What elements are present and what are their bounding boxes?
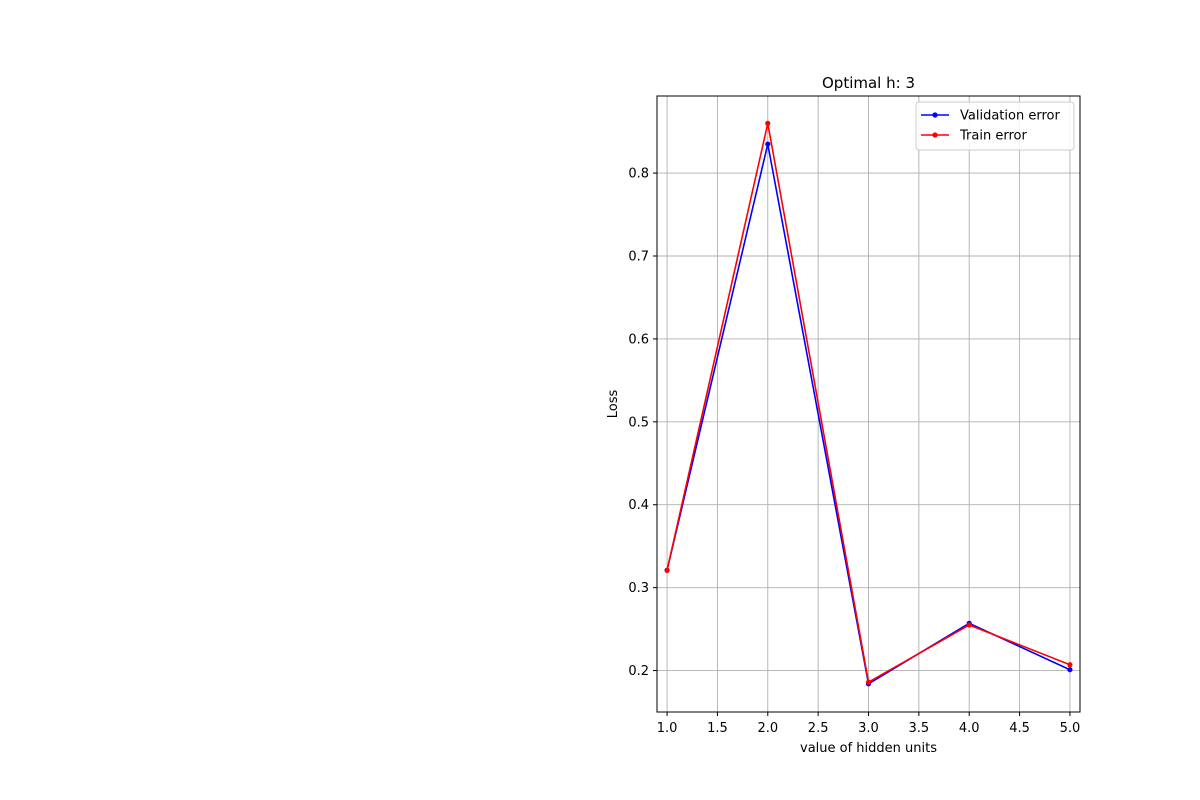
data-point-validation-error xyxy=(1067,667,1073,673)
y-tick-label: 0.6 xyxy=(628,332,649,347)
legend: Validation error Train error xyxy=(915,101,1075,151)
data-point-train-error xyxy=(865,679,872,685)
x-tick-label: 2.0 xyxy=(757,721,778,736)
legend-marker-validation-error xyxy=(932,112,938,118)
y-tick-label: 0.3 xyxy=(628,581,649,596)
legend-box xyxy=(915,101,1075,151)
x-tick-label: 3.5 xyxy=(909,721,930,736)
x-tick-label: 2.5 xyxy=(808,721,829,736)
series-layer xyxy=(664,120,1073,687)
data-point-train-error xyxy=(765,120,771,126)
y-tick-label: 0.4 xyxy=(628,498,649,513)
legend-item-train-error: Train error xyxy=(921,129,1027,144)
x-tick-label: 4.5 xyxy=(1009,721,1030,736)
legend-marker-train-error xyxy=(932,132,938,138)
data-point-train-error xyxy=(1067,662,1073,668)
y-tick-label: 0.7 xyxy=(628,250,649,265)
series-train-error xyxy=(664,120,1073,685)
legend-item-validation-error: Validation error xyxy=(921,109,1060,124)
grid-layer xyxy=(657,96,1080,712)
data-point-validation-error xyxy=(765,141,771,147)
y-tick-label: 0.8 xyxy=(628,167,649,182)
x-tick-label: 4.0 xyxy=(959,721,980,736)
x-tick-label: 5.0 xyxy=(1060,721,1081,736)
x-tick-label: 1.0 xyxy=(657,721,678,736)
legend-label-validation-error: Validation error xyxy=(960,109,1060,124)
ticks-layer: 1.0 1.5 2.0 2.5 3.0 3.5 4.0 4.5 5.0 0.2 0.3 0.4 0.5 0… xyxy=(628,167,1080,736)
y-axis-label: Loss xyxy=(606,390,621,419)
data-point-train-error xyxy=(966,622,972,628)
x-axis-label: value of hidden units xyxy=(800,741,937,756)
chart-title: Optimal h: 3 xyxy=(822,74,915,92)
y-tick-label: 0.5 xyxy=(628,415,649,430)
data-point-train-error xyxy=(664,567,670,573)
x-tick-label: 3.0 xyxy=(858,721,879,736)
y-tick-label: 0.2 xyxy=(628,664,649,679)
x-tick-label: 1.5 xyxy=(707,721,728,736)
legend-label-train-error: Train error xyxy=(959,129,1027,144)
